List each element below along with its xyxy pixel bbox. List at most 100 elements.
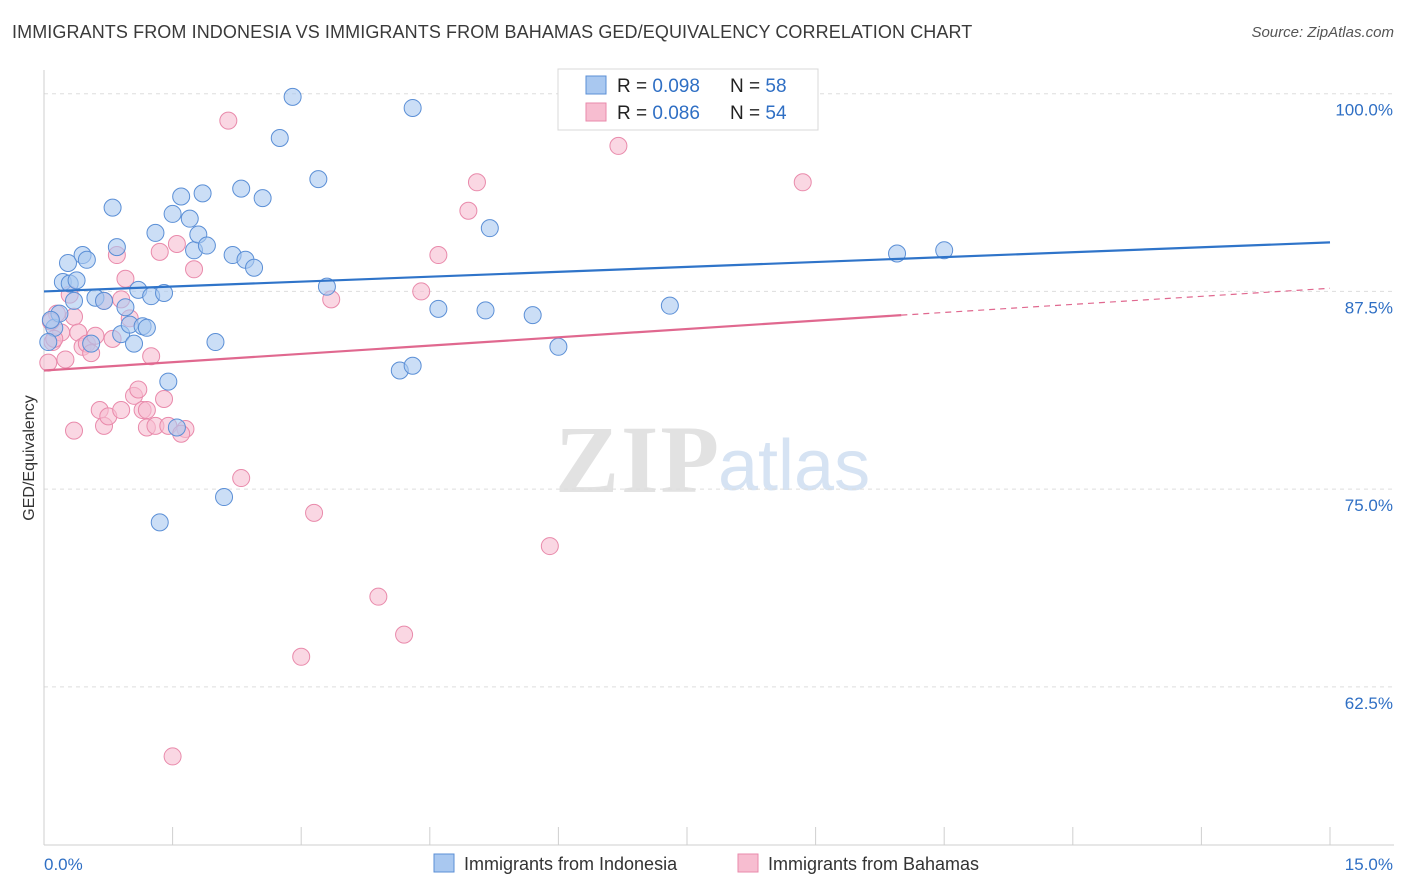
point-indonesia xyxy=(159,372,178,391)
point-indonesia xyxy=(403,356,422,375)
point-indonesia xyxy=(206,333,225,352)
point-indonesia xyxy=(103,198,122,217)
point-indonesia xyxy=(215,488,234,507)
point-bahamas xyxy=(112,401,131,420)
point-indonesia xyxy=(107,238,126,257)
point-indonesia xyxy=(270,129,289,148)
point-indonesia xyxy=(41,310,60,329)
point-bahamas xyxy=(129,380,148,399)
point-bahamas xyxy=(429,246,448,265)
x-tick-label-max: 15.0% xyxy=(1345,855,1393,874)
point-indonesia xyxy=(660,296,679,315)
point-indonesia xyxy=(935,241,954,260)
chart-title: IMMIGRANTS FROM INDONESIA VS IMMIGRANTS … xyxy=(12,22,973,42)
point-bahamas xyxy=(793,173,812,192)
point-indonesia xyxy=(403,98,422,117)
trend-line-indonesia xyxy=(43,241,1331,293)
stats-n-label-bahamas: N = xyxy=(730,103,765,124)
point-indonesia xyxy=(65,291,84,310)
point-bahamas xyxy=(185,260,204,279)
watermark: ZIP atlas xyxy=(555,406,870,513)
point-bahamas xyxy=(232,469,251,488)
point-indonesia xyxy=(317,277,336,296)
point-bahamas xyxy=(609,136,628,155)
point-indonesia xyxy=(150,513,169,532)
stats-n-value-bahamas: 54 xyxy=(765,103,787,124)
point-bahamas xyxy=(163,747,182,766)
y-tick-label: 87.5% xyxy=(1345,298,1393,317)
point-bahamas xyxy=(65,421,84,440)
trend-line-bahamas xyxy=(43,314,902,372)
point-bahamas xyxy=(292,647,311,666)
point-indonesia xyxy=(116,298,135,317)
point-indonesia xyxy=(155,284,174,303)
stats-r-value-bahamas: 0.086 xyxy=(652,103,700,124)
point-bahamas xyxy=(65,307,84,326)
svg-text:N = 54: N = 54 xyxy=(730,103,787,124)
point-indonesia xyxy=(193,184,212,203)
svg-text:R = 0.086: R = 0.086 xyxy=(617,103,700,124)
point-indonesia xyxy=(476,301,495,320)
stats-swatch-bahamas xyxy=(585,102,607,122)
watermark-zip: ZIP xyxy=(555,406,721,513)
point-bahamas xyxy=(412,282,431,301)
point-indonesia xyxy=(245,258,264,277)
point-indonesia xyxy=(172,187,191,206)
point-bahamas xyxy=(137,401,156,420)
point-indonesia xyxy=(39,333,58,352)
point-indonesia xyxy=(82,334,101,353)
y-tick-label: 75.0% xyxy=(1345,496,1393,515)
legend-swatch-bahamas xyxy=(737,853,759,873)
point-indonesia xyxy=(253,189,272,208)
y-axis-label: GED/Equivalency xyxy=(21,395,38,520)
point-indonesia xyxy=(523,306,542,325)
point-indonesia xyxy=(59,253,78,272)
legend-label-indonesia: Immigrants from Indonesia xyxy=(464,854,678,874)
x-ticks xyxy=(43,827,1331,845)
point-indonesia xyxy=(167,418,186,437)
point-indonesia xyxy=(137,318,156,337)
stats-legend: R = 0.098 N = 58 R = 0.086 N = 54 xyxy=(557,68,819,131)
y-tick-labels: 62.5% 75.0% 87.5% 100.0% xyxy=(1335,101,1393,713)
point-indonesia xyxy=(125,334,144,353)
stats-n-value-indonesia: 58 xyxy=(765,76,786,97)
svg-text:N = 58: N = 58 xyxy=(730,76,787,97)
stats-n-label-indonesia: N = xyxy=(730,76,765,97)
trend-line-bahamas-extension xyxy=(901,287,1331,316)
point-bahamas xyxy=(142,347,161,366)
point-indonesia xyxy=(95,291,114,310)
x-tick-label-min: 0.0% xyxy=(44,855,83,874)
point-indonesia xyxy=(232,179,251,198)
y-tick-label: 62.5% xyxy=(1345,694,1393,713)
point-bahamas xyxy=(467,173,486,192)
stats-r-value-indonesia: 0.098 xyxy=(652,76,700,97)
point-indonesia xyxy=(146,223,165,242)
point-indonesia xyxy=(283,87,302,106)
point-indonesia xyxy=(163,204,182,223)
source-label: Source: ZipAtlas.com xyxy=(1251,24,1394,41)
point-indonesia xyxy=(180,209,199,228)
y-tick-label: 100.0% xyxy=(1335,101,1393,120)
point-indonesia xyxy=(549,337,568,356)
bottom-legend: Immigrants from Indonesia Immigrants fro… xyxy=(433,853,979,874)
point-bahamas xyxy=(305,503,324,522)
point-indonesia xyxy=(67,271,86,290)
point-indonesia xyxy=(197,236,216,255)
point-bahamas xyxy=(369,587,388,606)
point-indonesia xyxy=(309,170,328,189)
point-bahamas xyxy=(540,537,559,556)
point-bahamas xyxy=(219,111,238,130)
stats-r-label-indonesia: R = xyxy=(617,76,652,97)
point-bahamas xyxy=(39,353,58,372)
point-indonesia xyxy=(480,219,499,238)
point-bahamas xyxy=(155,389,174,408)
trend-lines xyxy=(43,241,1331,372)
point-bahamas xyxy=(150,242,169,261)
point-bahamas xyxy=(395,625,414,644)
series-indonesia-points xyxy=(39,87,954,532)
stats-swatch-indonesia xyxy=(585,75,607,95)
point-bahamas xyxy=(167,234,186,253)
point-bahamas xyxy=(459,201,478,220)
point-indonesia xyxy=(77,250,96,269)
